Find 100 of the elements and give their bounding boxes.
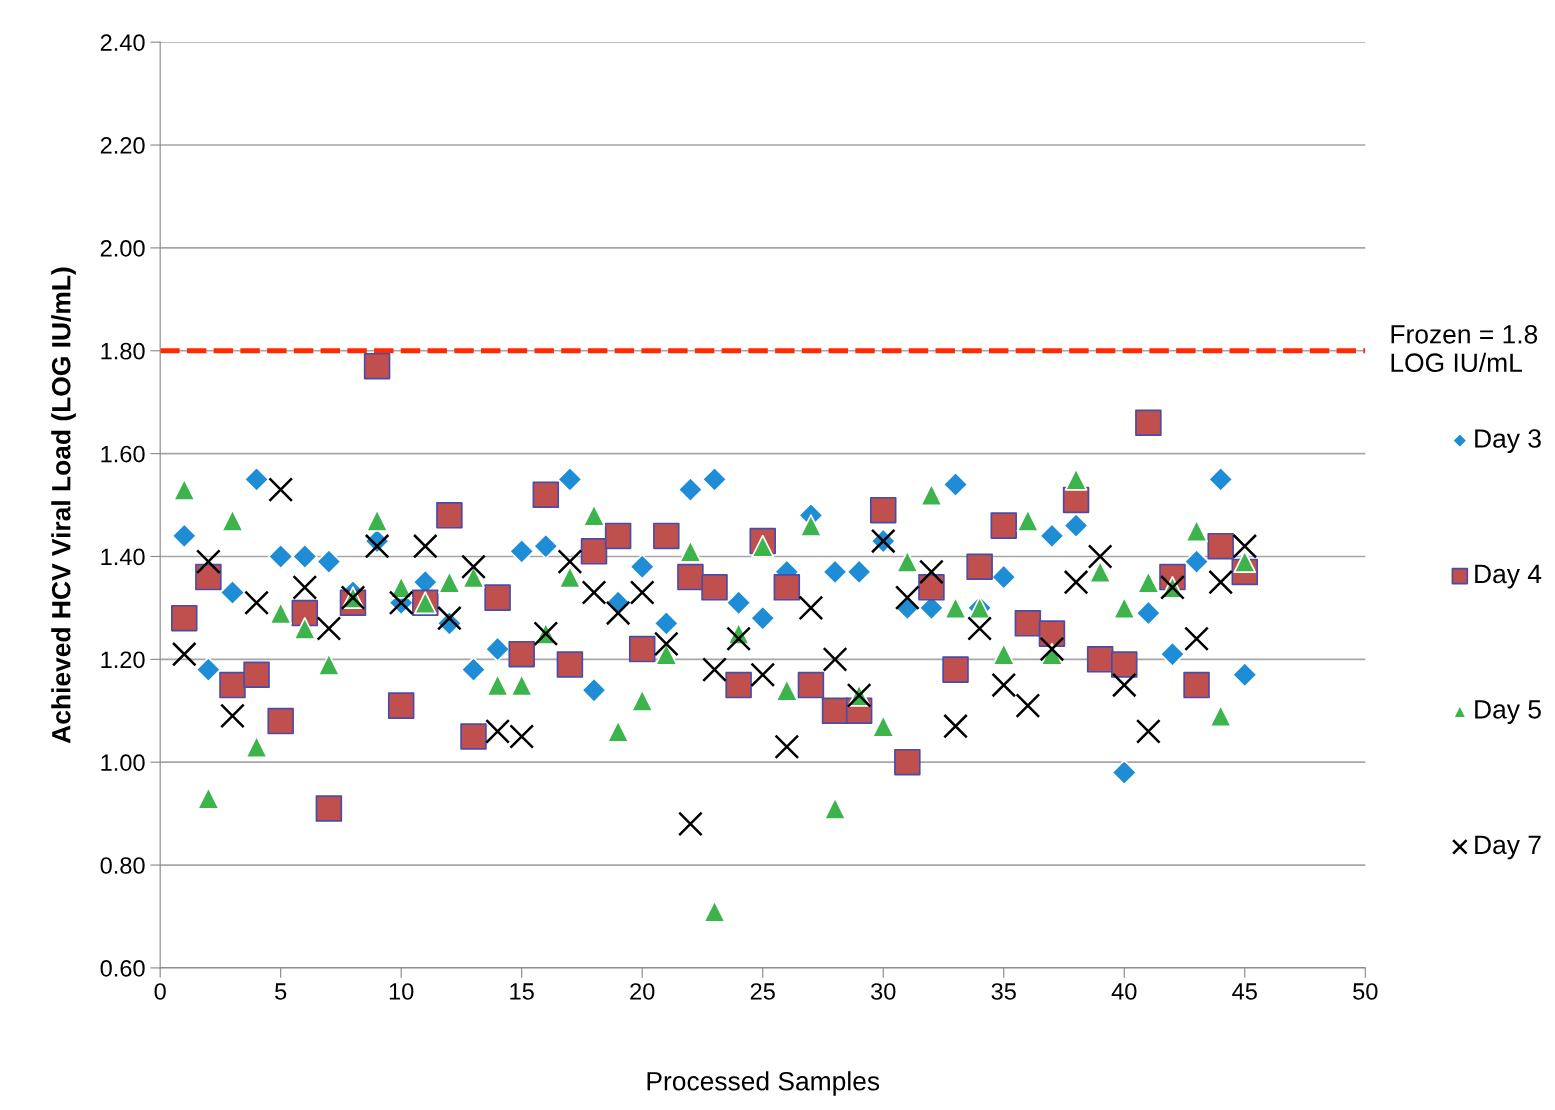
point [557, 466, 583, 493]
point [197, 786, 220, 810]
point [751, 534, 775, 558]
point [244, 590, 270, 616]
point [679, 539, 702, 563]
point [894, 585, 920, 611]
point [871, 714, 895, 738]
point [846, 559, 873, 585]
y-tick-label: 0.60 [100, 959, 145, 977]
x-tick-label: 35 [991, 983, 1016, 1000]
y-tick-label: 1.40 [101, 548, 145, 566]
point [558, 565, 582, 589]
point [556, 651, 584, 678]
point [508, 640, 535, 668]
point [365, 509, 389, 532]
point [1208, 569, 1234, 595]
point [292, 574, 318, 600]
x-tick-label: 25 [750, 983, 775, 1000]
point [725, 589, 752, 616]
point [942, 471, 969, 498]
point [1183, 671, 1210, 699]
point [992, 642, 1016, 666]
point [630, 689, 654, 712]
point [316, 616, 342, 641]
point [1064, 467, 1088, 491]
point [316, 548, 342, 575]
point [1039, 636, 1065, 662]
point [293, 617, 317, 640]
legend-label: Day 5 [1475, 700, 1541, 724]
point [990, 512, 1018, 539]
x-axis-title: Processed Samples [647, 1071, 880, 1096]
point [219, 671, 246, 699]
point [823, 797, 847, 820]
legend-label: Day 3 [1475, 429, 1541, 454]
point [171, 604, 198, 632]
point [461, 554, 486, 580]
point [195, 549, 221, 575]
point [1038, 620, 1066, 647]
point [508, 538, 535, 565]
point [486, 673, 509, 697]
point [725, 671, 752, 699]
point [1137, 570, 1160, 594]
point [629, 553, 656, 580]
point [1063, 512, 1089, 539]
point [460, 723, 487, 750]
point [1015, 693, 1041, 719]
point [822, 559, 848, 585]
point [171, 523, 198, 549]
point [1135, 600, 1162, 626]
point [966, 553, 993, 581]
point [532, 533, 559, 560]
point [944, 596, 967, 620]
y-tick-label: 2.00 [100, 239, 145, 257]
point [1111, 672, 1137, 698]
point [677, 563, 704, 591]
ref-line-label: Frozen = 1.8 LOG IU/mL [1391, 324, 1538, 373]
point [653, 610, 680, 637]
y-tick-label: 2.20 [100, 137, 145, 154]
point [1183, 548, 1210, 575]
point [1207, 466, 1234, 493]
point [1231, 661, 1258, 688]
point [1233, 550, 1257, 573]
point [604, 522, 632, 550]
point [1135, 409, 1162, 437]
x-tick-label: 30 [871, 983, 896, 1000]
point [436, 605, 462, 631]
point [291, 599, 319, 627]
point [243, 661, 270, 689]
point [894, 748, 921, 776]
legend-label: Day 7 [1475, 835, 1541, 860]
point [774, 734, 800, 760]
point [942, 656, 969, 683]
point [1088, 560, 1112, 584]
point [1184, 626, 1210, 652]
y-tick-label: 1.00 [101, 754, 145, 771]
point [1207, 532, 1234, 560]
point [726, 626, 752, 652]
x-tick-label: 50 [1353, 983, 1378, 1000]
point [363, 352, 391, 380]
point [509, 724, 535, 749]
point [629, 580, 655, 605]
point [484, 636, 511, 662]
point [750, 662, 776, 688]
point [799, 514, 823, 537]
point [317, 653, 341, 676]
point [605, 600, 631, 626]
point [1232, 533, 1258, 559]
point [653, 631, 679, 657]
point [438, 570, 461, 594]
point [387, 692, 415, 719]
x-tick-label: 45 [1232, 983, 1257, 1000]
point [1159, 641, 1186, 668]
point [1112, 596, 1136, 620]
point [775, 678, 799, 702]
point [557, 549, 583, 575]
point [1111, 759, 1138, 786]
point [195, 656, 222, 683]
point [267, 543, 294, 570]
point [701, 466, 728, 493]
point [703, 899, 726, 923]
